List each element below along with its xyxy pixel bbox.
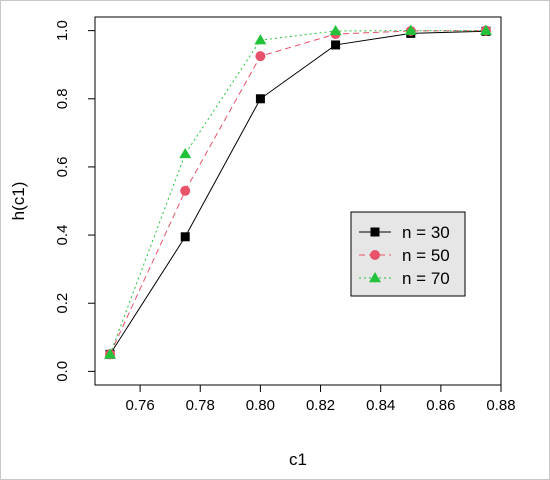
point-2-2 [254,34,267,45]
point-2-4 [404,24,417,35]
point-0-3 [331,40,341,50]
x-tick-label-2: 0.80 [246,397,275,414]
x-tick-label-4: 0.84 [366,397,395,414]
point-1-1 [180,185,191,196]
legend-marker-1 [370,250,380,260]
point-1-2 [255,51,266,62]
x-tick-label-5: 0.86 [426,397,455,414]
x-tick-label-3: 0.82 [306,397,335,414]
series-1 [105,25,491,360]
legend-label-2: n = 70 [402,269,450,288]
legend: n = 30 n = 50 n = 70 [350,211,466,297]
y-tick-label-5: 1.0 [54,20,71,41]
y-tick-label-1: 0.2 [54,293,71,314]
y-tick-label-0: 0.0 [54,361,71,382]
point-2-0 [104,348,117,359]
series-line-1 [109,30,486,355]
x-tick-label-6: 0.88 [486,397,515,414]
x-axis-title: c1 [289,450,307,469]
point-0-1 [180,232,190,242]
series-0 [105,26,491,359]
plot-area [94,16,502,386]
point-2-3 [329,24,342,36]
y-tick-label-3: 0.6 [54,156,71,177]
point-2-5 [479,24,492,35]
legend-marker-0 [370,227,380,237]
legend-label-0: n = 30 [402,223,450,242]
series-line-2 [109,30,486,355]
series-layer [104,24,492,360]
legend-marker-2 [369,272,381,283]
y-tick-label-2: 0.4 [54,225,71,246]
x-tick-label-0: 0.76 [126,397,155,414]
point-0-2 [255,94,265,104]
axis-ticks: 0.76 0.78 0.80 0.82 0.84 0.86 0.88 0.0 0.2 0.4 0.6… [54,20,516,414]
point-2-1 [179,147,192,159]
series-2 [104,24,492,359]
y-tick-label-4: 0.8 [54,88,71,109]
y-axis-title: h(c1) [9,182,28,221]
x-tick-label-1: 0.78 [186,397,215,414]
series-line-0 [109,30,486,355]
legend-label-1: n = 50 [402,246,450,265]
